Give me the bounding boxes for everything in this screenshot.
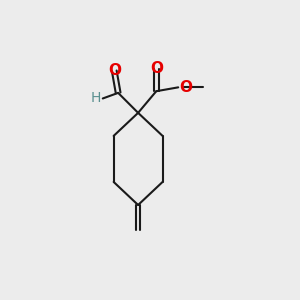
Text: O: O	[150, 61, 163, 76]
Text: O: O	[179, 80, 192, 95]
Text: H: H	[91, 91, 101, 105]
Text: O: O	[108, 63, 121, 78]
